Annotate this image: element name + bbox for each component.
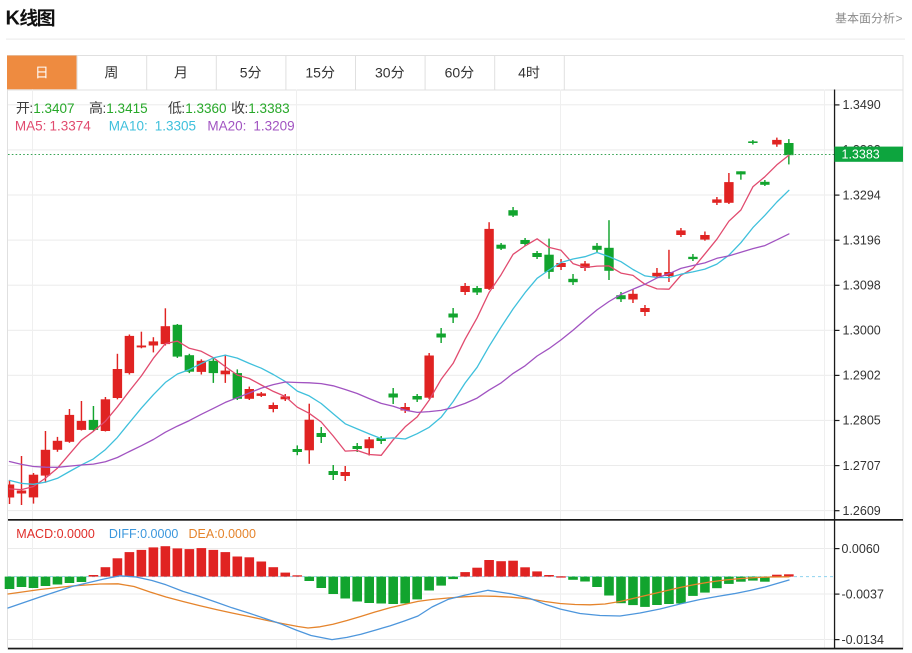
svg-text:MA20:: MA20: (207, 119, 246, 134)
svg-text:30: 30 (375, 64, 391, 80)
svg-text:60: 60 (445, 64, 461, 80)
svg-text:1.2707: 1.2707 (843, 459, 881, 473)
svg-text:1.3383: 1.3383 (842, 147, 880, 161)
svg-text:1.3383: 1.3383 (248, 101, 289, 116)
svg-text:>: > (896, 12, 903, 26)
svg-text::: : (103, 101, 107, 116)
svg-text:1.2902: 1.2902 (843, 369, 881, 383)
svg-text:15: 15 (305, 64, 321, 80)
svg-text:1.3209: 1.3209 (253, 119, 294, 134)
svg-text:MACD:0.0000: MACD:0.0000 (16, 527, 95, 541)
svg-text:1.2805: 1.2805 (843, 414, 881, 428)
svg-text:1.3407: 1.3407 (33, 101, 74, 116)
svg-text:1.3415: 1.3415 (106, 101, 147, 116)
svg-text:5: 5 (240, 64, 248, 80)
svg-text:1.3360: 1.3360 (185, 101, 226, 116)
svg-text:1.3098: 1.3098 (843, 279, 881, 293)
svg-text:K: K (6, 8, 21, 30)
svg-text::: : (245, 101, 249, 116)
svg-text:1.3305: 1.3305 (155, 119, 196, 134)
svg-text:MA5:: MA5: (15, 119, 47, 134)
svg-text:-0.0037: -0.0037 (842, 587, 884, 601)
svg-text::: : (29, 101, 33, 116)
svg-text:DEA:0.0000: DEA:0.0000 (189, 527, 256, 541)
svg-text:DIFF:0.0000: DIFF:0.0000 (109, 527, 179, 541)
svg-text:4: 4 (518, 64, 526, 80)
svg-text:1.3000: 1.3000 (843, 324, 881, 338)
svg-text:1.3196: 1.3196 (843, 233, 881, 247)
svg-text:1.3374: 1.3374 (50, 119, 92, 134)
svg-text:1.3294: 1.3294 (843, 188, 881, 202)
svg-text:1.2609: 1.2609 (843, 504, 881, 518)
svg-text:1.3490: 1.3490 (843, 98, 881, 112)
svg-text:MA10:: MA10: (109, 119, 148, 134)
svg-text:0.0060: 0.0060 (842, 542, 880, 556)
svg-text:-0.0134: -0.0134 (842, 633, 884, 647)
svg-text::: : (181, 101, 185, 116)
